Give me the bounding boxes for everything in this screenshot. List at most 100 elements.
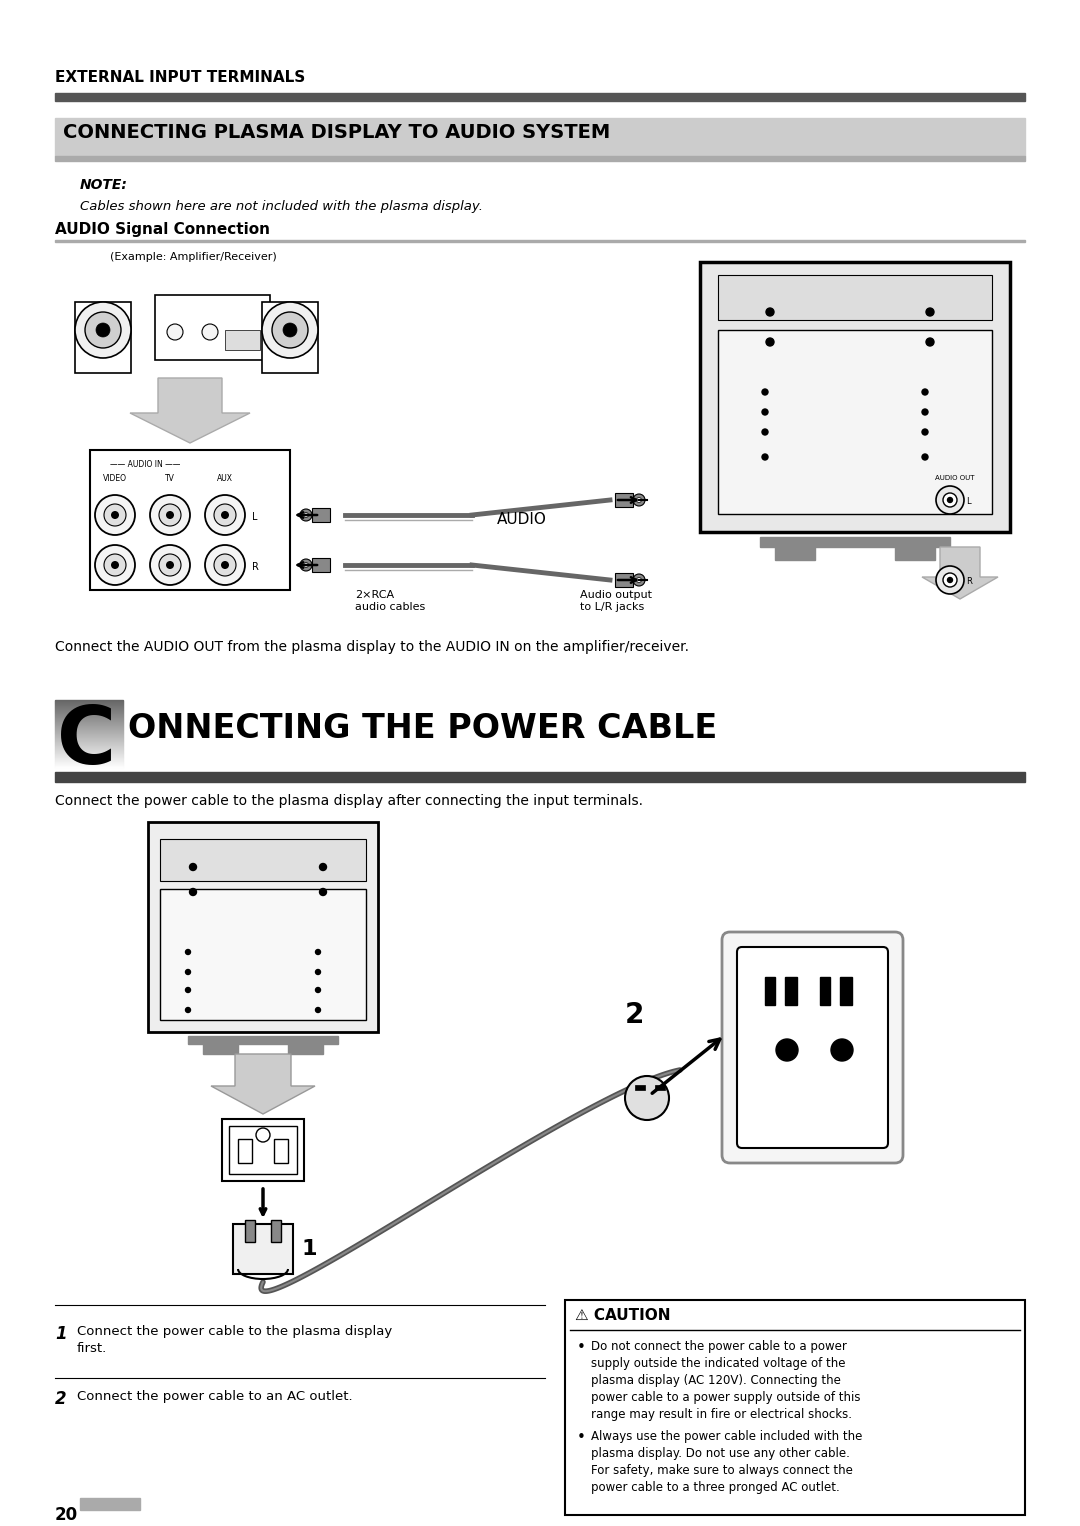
- Circle shape: [936, 566, 964, 594]
- Bar: [775, 545, 815, 560]
- Circle shape: [95, 545, 135, 584]
- Circle shape: [214, 504, 237, 526]
- Text: 1: 1: [301, 1239, 316, 1259]
- Circle shape: [214, 554, 237, 575]
- Circle shape: [766, 337, 774, 346]
- FancyBboxPatch shape: [737, 948, 888, 1148]
- Circle shape: [189, 888, 197, 896]
- Bar: [765, 977, 775, 1006]
- Polygon shape: [922, 546, 998, 600]
- Circle shape: [186, 987, 190, 992]
- Text: •: •: [577, 1340, 585, 1355]
- Circle shape: [111, 562, 119, 569]
- Circle shape: [777, 1039, 798, 1061]
- Circle shape: [320, 864, 326, 870]
- Circle shape: [922, 409, 928, 415]
- Circle shape: [320, 888, 326, 896]
- Circle shape: [315, 969, 321, 975]
- Circle shape: [159, 504, 181, 526]
- Circle shape: [262, 302, 318, 359]
- Circle shape: [256, 1128, 270, 1141]
- Polygon shape: [211, 1054, 315, 1114]
- Text: 2×RCA
audio cables: 2×RCA audio cables: [355, 591, 426, 612]
- Circle shape: [315, 987, 321, 992]
- Bar: [785, 977, 797, 1006]
- Bar: [229, 1126, 297, 1173]
- Bar: [274, 1138, 288, 1163]
- Text: VIDEO: VIDEO: [103, 475, 127, 484]
- Bar: [55, 240, 1025, 243]
- Circle shape: [300, 510, 312, 520]
- Circle shape: [762, 409, 768, 415]
- Text: 2: 2: [55, 1390, 67, 1408]
- Text: ONNECTING THE POWER CABLE: ONNECTING THE POWER CABLE: [129, 713, 717, 745]
- Circle shape: [303, 563, 309, 568]
- Circle shape: [75, 302, 131, 359]
- Circle shape: [221, 562, 229, 569]
- Circle shape: [186, 949, 190, 954]
- Bar: [75, 302, 131, 372]
- Text: C: C: [57, 703, 117, 781]
- Text: 20: 20: [55, 1506, 78, 1524]
- Circle shape: [943, 493, 957, 507]
- Circle shape: [636, 577, 642, 583]
- Text: NOTE:: NOTE:: [80, 179, 127, 192]
- Circle shape: [272, 311, 308, 348]
- Bar: [312, 559, 330, 572]
- Circle shape: [95, 494, 135, 536]
- Circle shape: [186, 969, 190, 975]
- Circle shape: [189, 864, 197, 870]
- Bar: [55, 772, 1025, 781]
- Text: TV: TV: [165, 475, 175, 484]
- Circle shape: [166, 511, 174, 519]
- Text: R: R: [966, 577, 972, 586]
- Text: 2: 2: [625, 1001, 645, 1029]
- Circle shape: [926, 308, 934, 316]
- Bar: [718, 330, 993, 514]
- Bar: [156, 295, 270, 360]
- Bar: [222, 1119, 303, 1181]
- Circle shape: [111, 511, 119, 519]
- Circle shape: [766, 308, 774, 316]
- Circle shape: [96, 324, 110, 337]
- Circle shape: [762, 389, 768, 395]
- Circle shape: [922, 429, 928, 435]
- FancyBboxPatch shape: [723, 932, 903, 1163]
- Circle shape: [104, 504, 126, 526]
- Circle shape: [150, 545, 190, 584]
- Text: AUX: AUX: [217, 475, 233, 484]
- Bar: [188, 1036, 338, 1044]
- Bar: [80, 1499, 140, 1511]
- Text: Connect the AUDIO OUT from the plasma display to the AUDIO IN on the amplifier/r: Connect the AUDIO OUT from the plasma di…: [55, 639, 689, 655]
- Circle shape: [166, 562, 174, 569]
- Circle shape: [926, 337, 934, 346]
- Bar: [820, 977, 831, 1006]
- Text: (Example: Amplifier/Receiver): (Example: Amplifier/Receiver): [110, 252, 276, 262]
- Circle shape: [104, 554, 126, 575]
- Bar: [615, 493, 633, 507]
- Bar: [271, 1219, 281, 1242]
- Text: Always use the power cable included with the
plasma display. Do not use any othe: Always use the power cable included with…: [591, 1430, 862, 1494]
- Circle shape: [762, 455, 768, 459]
- Circle shape: [633, 494, 645, 507]
- Circle shape: [159, 554, 181, 575]
- Circle shape: [831, 1039, 853, 1061]
- Circle shape: [947, 497, 953, 502]
- Text: •: •: [577, 1430, 585, 1445]
- Text: Connect the power cable to the plasma display
first.: Connect the power cable to the plasma di…: [77, 1325, 392, 1355]
- Text: ⚠ CAUTION: ⚠ CAUTION: [575, 1308, 671, 1323]
- Text: CONNECTING PLASMA DISPLAY TO AUDIO SYSTEM: CONNECTING PLASMA DISPLAY TO AUDIO SYSTE…: [63, 124, 610, 142]
- Bar: [760, 537, 950, 546]
- Circle shape: [202, 324, 218, 340]
- Text: Do not connect the power cable to a power
supply outside the indicated voltage o: Do not connect the power cable to a powe…: [591, 1340, 861, 1421]
- Bar: [895, 545, 935, 560]
- Circle shape: [205, 494, 245, 536]
- Bar: [203, 1041, 238, 1054]
- Bar: [55, 93, 1025, 101]
- Bar: [238, 1138, 252, 1163]
- Bar: [312, 508, 330, 522]
- Text: —— AUDIO IN ——: —— AUDIO IN ——: [110, 459, 180, 468]
- Text: R: R: [252, 562, 259, 572]
- Text: L: L: [966, 496, 971, 505]
- Bar: [718, 275, 993, 320]
